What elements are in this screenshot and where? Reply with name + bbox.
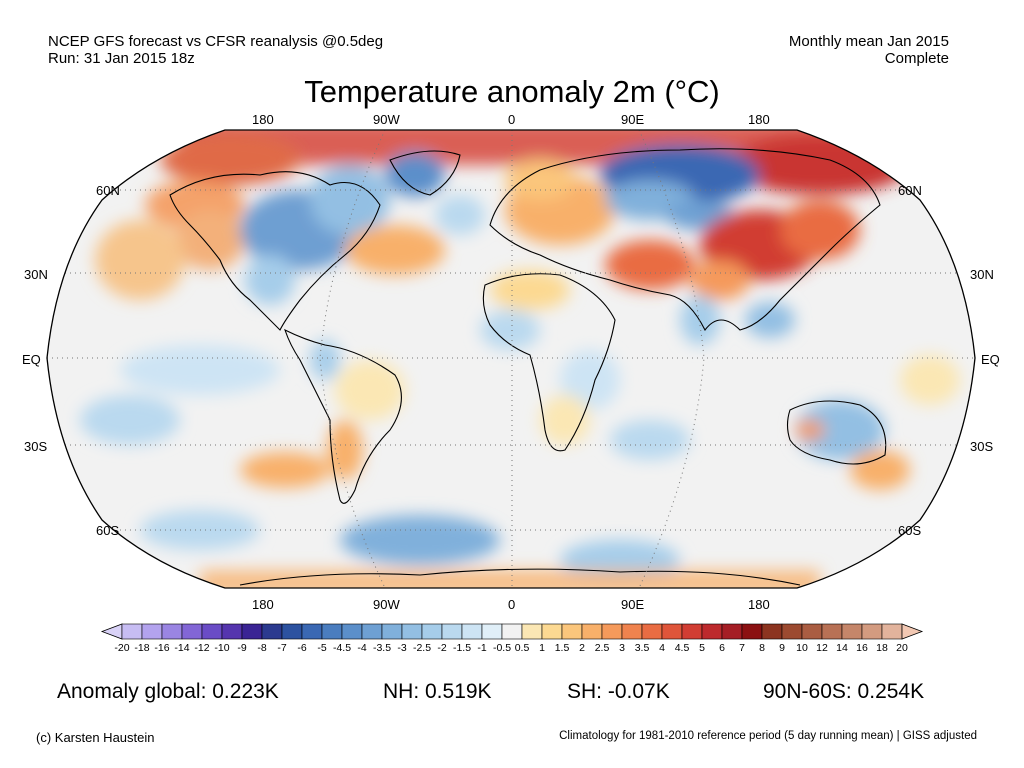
- map-field: [47, 130, 975, 588]
- period-label: Monthly mean Jan 2015: [788, 33, 949, 50]
- colorbar-tick-label: -1.5: [452, 642, 472, 654]
- colorbar-tick-label: 4.5: [674, 642, 690, 654]
- colorbar-tick-label: -14: [174, 642, 190, 654]
- colorbar-tick-label: 4: [659, 642, 665, 654]
- colorbar-tick-label: 1: [539, 642, 545, 654]
- lon-label-top-2: 90W: [373, 112, 400, 127]
- colorbar-tick-label: -3: [397, 642, 407, 654]
- lat-label-left-4: 30S: [24, 439, 48, 454]
- colorbar-tick-label: 9: [779, 642, 785, 654]
- colorbar-tick-label: -8: [257, 642, 267, 654]
- lon-label-top-3: 0: [508, 112, 516, 127]
- lat-label-left-5: 60S: [96, 523, 120, 538]
- colorbar-tick-label: -5: [317, 642, 327, 654]
- colorbar-tick-label: 5: [699, 642, 705, 654]
- lat-label-right-1: 60N: [898, 183, 922, 198]
- colorbar-tick-label: -4: [357, 642, 367, 654]
- colorbar-tick-label: -3.5: [372, 642, 392, 654]
- lon-label-top-1: 180: [252, 112, 274, 127]
- run-time: Run: 31 Jan 2015 18z: [48, 50, 195, 67]
- lat-label-left-1: 60N: [96, 183, 120, 198]
- colorbar-tick-label: 20: [896, 642, 908, 654]
- colorbar-tick-label: 12: [816, 642, 828, 654]
- colorbar-tick-label: -16: [154, 642, 170, 654]
- lat-label-right-4: 30S: [970, 439, 994, 454]
- colorbar-tick-label: -6: [297, 642, 307, 654]
- colorbar-tick-label: 8: [759, 642, 765, 654]
- colorbar-tick-label: 3.5: [634, 642, 650, 654]
- colorbar-tick-label: -9: [237, 642, 247, 654]
- colorbar-tick-label: -18: [134, 642, 150, 654]
- colorbar-tick-label: -2.5: [412, 642, 432, 654]
- lon-label-bottom-4: 90E: [621, 597, 645, 612]
- graticule: [47, 130, 975, 588]
- map-title: Temperature anomaly 2m (°C): [304, 74, 720, 109]
- climatology-note: Climatology for 1981-2010 reference peri…: [559, 730, 977, 742]
- colorbar-tick-label: 2: [579, 642, 585, 654]
- colorbar-tick-label: 16: [856, 642, 868, 654]
- lat-label-left-2: 30N: [24, 267, 48, 282]
- colorbar-tick-label: 3: [619, 642, 625, 654]
- anomaly-polar: 90N-60S: 0.254K: [763, 680, 925, 703]
- colorbar-tick-label: 0.5: [514, 642, 530, 654]
- colorbar-tick-label: -0.5: [492, 642, 512, 654]
- colorbar-tick-label: -2: [437, 642, 447, 654]
- lon-label-bottom-2: 90W: [373, 597, 400, 612]
- lon-label-bottom-1: 180: [252, 597, 274, 612]
- colorbar-tick-label: -4.5: [332, 642, 352, 654]
- colorbar-tick-label: -1: [477, 642, 487, 654]
- colorbar-tick-label: -20: [114, 642, 130, 654]
- lat-label-right-5: 60S: [898, 523, 922, 538]
- model-description: NCEP GFS forecast vs CFSR reanalysis @0.…: [48, 33, 384, 50]
- status-label: Complete: [884, 50, 949, 67]
- lon-label-top-5: 180: [748, 112, 770, 127]
- colorbar-tick-label: 6: [719, 642, 725, 654]
- anomaly-nh: NH: 0.519K: [383, 680, 492, 703]
- lon-label-bottom-5: 180: [748, 597, 770, 612]
- globe-outline: [46, 129, 976, 589]
- anomaly-global: Anomaly global: 0.223K: [57, 680, 279, 703]
- colorbar-tick-label: 2.5: [594, 642, 610, 654]
- colorbar-tick-label: 10: [796, 642, 808, 654]
- lat-label-left-3: EQ: [22, 352, 41, 367]
- colorbar-tick-label: -10: [214, 642, 230, 654]
- lat-label-right-2: 30N: [970, 267, 994, 282]
- colorbar-tick-label: 7: [739, 642, 745, 654]
- colorbar-tick-label: 18: [876, 642, 888, 654]
- anomaly-sh: SH: -0.07K: [567, 680, 670, 703]
- colorbar-tick-label: -7: [277, 642, 287, 654]
- colorbar-tick-label: 1.5: [554, 642, 570, 654]
- coastlines: [169, 148, 887, 586]
- colorbar-tick-label: 14: [836, 642, 848, 654]
- lon-label-top-4: 90E: [621, 112, 645, 127]
- colorbar-tick-label: -12: [194, 642, 210, 654]
- lat-label-right-3: EQ: [981, 352, 1000, 367]
- lon-label-bottom-3: 0: [508, 597, 516, 612]
- credit-text: (c) Karsten Haustein: [36, 730, 155, 745]
